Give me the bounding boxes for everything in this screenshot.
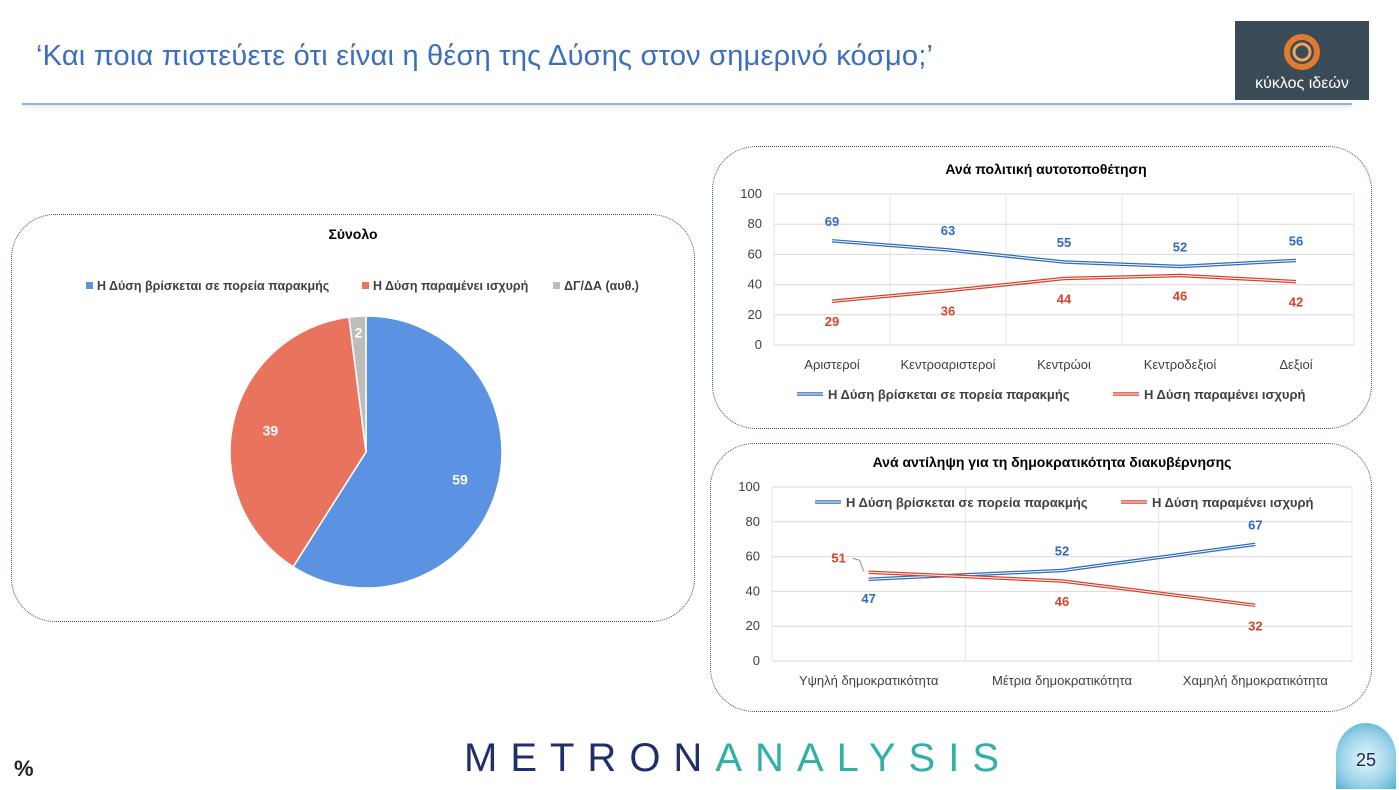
data-label: 51	[831, 550, 845, 565]
data-label: 29	[825, 314, 839, 329]
democracy-series-lines	[868, 542, 1256, 608]
pie-title: Σύνολο	[328, 226, 377, 242]
pie-data-label: 39	[263, 423, 279, 439]
y-tick-label: 80	[748, 216, 762, 231]
data-label: 69	[825, 214, 839, 229]
legend-swatch	[362, 282, 369, 289]
political-line-chart: Ανά πολιτική αυτοτοποθέτηση 0 20 40 60 80 100…	[740, 161, 1355, 402]
pie-panel: Σύνολο Η Δύση βρίσκεται σε πορεία παρακμ…	[11, 214, 695, 622]
pie-legend: Η Δύση βρίσκεται σε πορεία παρακμής Η Δύσ…	[86, 279, 639, 293]
legend-label: Η Δύση βρίσκεται σε πορεία παρακμής	[846, 495, 1088, 510]
percent-note: %	[14, 756, 34, 781]
data-label: 47	[861, 591, 875, 606]
political-series-lines	[831, 239, 1297, 303]
data-label: 55	[1057, 235, 1071, 250]
pie-slice	[348, 315, 367, 453]
y-tick-label: 100	[738, 479, 760, 494]
label-leader-line	[852, 557, 865, 572]
democracy-grid	[771, 486, 1353, 662]
data-label: 46	[1055, 594, 1069, 609]
pie-data-label: 59	[452, 471, 468, 487]
pie-data-label: 2	[355, 325, 363, 341]
legend-swatch	[86, 282, 93, 289]
political-x-axis: Αριστεροί Κεντροαριστεροί Κεντρώοι Κεντροδε…	[804, 357, 1312, 372]
political-legend: Η Δύση βρίσκεται σε πορεία παρακμής Η Δύσ…	[797, 387, 1306, 402]
data-label: 32	[1248, 618, 1262, 633]
political-chart-panel: Ανά πολιτική αυτοτοποθέτηση 0 20 40 60 80 100…	[712, 146, 1372, 429]
x-tick-label: Κεντρώοι	[1037, 357, 1091, 372]
x-tick-label: Κεντροδεξιοί	[1144, 357, 1217, 372]
legend-swatch	[553, 282, 560, 289]
brand-part-1: METRON	[464, 736, 716, 780]
metron-analysis-logo: METRONANALYSIS	[464, 736, 1012, 781]
legend-label: ΔΓ/ΔΑ (αυθ.)	[564, 279, 639, 293]
x-tick-label: Μέτρια δημοκρατικότητα	[992, 673, 1132, 688]
data-label: 63	[941, 223, 955, 238]
page-number: 25	[1355, 750, 1377, 770]
pie-chart: Σύνολο Η Δύση βρίσκεται σε πορεία παρακμ…	[86, 226, 639, 589]
y-tick-label: 0	[753, 653, 760, 668]
legend-label: Η Δύση βρίσκεται σε πορεία παρακμής	[828, 387, 1070, 402]
y-tick-label: 40	[748, 277, 762, 292]
x-tick-label: Χαμηλή δημοκρατικότητα	[1183, 673, 1329, 688]
pie-slice	[229, 316, 367, 568]
data-label: 52	[1055, 544, 1069, 559]
page-number-badge: 25	[1336, 723, 1396, 789]
political-data-labels: 69 63 55 52 56 29 36 44 46 42	[825, 214, 1303, 329]
democracy-legend: Η Δύση βρίσκεται σε πορεία παρακμής Η Δύσ…	[815, 495, 1314, 510]
data-label: 44	[1057, 292, 1072, 307]
series-line-inner	[868, 571, 1256, 606]
x-tick-label: Δεξιοί	[1279, 357, 1312, 372]
pie-labels: 59 39 2	[263, 325, 468, 488]
democracy-x-axis: Υψηλή δημοκρατικότητα Μέτρια δημοκρατικότ…	[799, 673, 1328, 688]
y-tick-label: 60	[748, 246, 762, 261]
democracy-data-labels: 47 52 67 51 46 32	[831, 517, 1262, 633]
democracy-chart-title: Ανά αντίληψη για τη δημοκρατικότητα διακ…	[873, 454, 1232, 470]
democracy-y-axis: 0 20 40 60 80 100	[738, 479, 760, 668]
y-tick-label: 60	[746, 549, 760, 564]
legend-label: Η Δύση παραμένει ισχυρή	[1144, 387, 1306, 402]
data-label: 36	[941, 304, 955, 319]
legend-label: Η Δύση βρίσκεται σε πορεία παρακμής	[97, 279, 329, 293]
logo-ring-icon	[1284, 34, 1320, 70]
pie-slice	[292, 315, 503, 589]
series-line-inner	[831, 240, 1297, 267]
data-label: 46	[1173, 289, 1187, 304]
x-tick-label: Αριστεροί	[804, 357, 860, 372]
y-tick-label: 20	[746, 618, 760, 633]
y-tick-label: 80	[746, 514, 760, 529]
page-title: ‘Και ποια πιστεύετε ότι είναι η θέση της…	[36, 40, 934, 72]
y-tick-label: 20	[748, 307, 762, 322]
y-tick-label: 100	[740, 186, 762, 201]
y-tick-label: 40	[746, 583, 760, 598]
legend-label: Η Δύση παραμένει ισχυρή	[373, 279, 528, 293]
democracy-line-chart: Ανά αντίληψη για τη δημοκρατικότητα διακ…	[738, 454, 1353, 688]
data-label: 67	[1248, 517, 1262, 532]
logo-text: κύκλος ιδεών	[1255, 75, 1349, 92]
kyklos-ideon-logo: κύκλος ιδεών	[1235, 21, 1369, 100]
democracy-chart-panel: Ανά αντίληψη για τη δημοκρατικότητα διακ…	[710, 443, 1372, 712]
data-label: 42	[1289, 295, 1303, 310]
x-tick-label: Υψηλή δημοκρατικότητα	[799, 673, 939, 688]
series-line-inner	[831, 275, 1297, 302]
political-y-axis: 0 20 40 60 80 100	[740, 186, 762, 352]
data-label: 56	[1289, 233, 1303, 248]
pie-slices	[229, 315, 503, 589]
legend-label: Η Δύση παραμένει ισχυρή	[1152, 495, 1314, 510]
title-divider	[22, 103, 1352, 105]
brand-part-2: ANALYSIS	[715, 736, 1013, 780]
y-tick-label: 0	[755, 337, 762, 352]
political-chart-title: Ανά πολιτική αυτοτοποθέτηση	[945, 161, 1146, 177]
political-grid	[773, 193, 1355, 346]
x-tick-label: Κεντροαριστεροί	[901, 357, 996, 372]
data-label: 52	[1173, 239, 1187, 254]
